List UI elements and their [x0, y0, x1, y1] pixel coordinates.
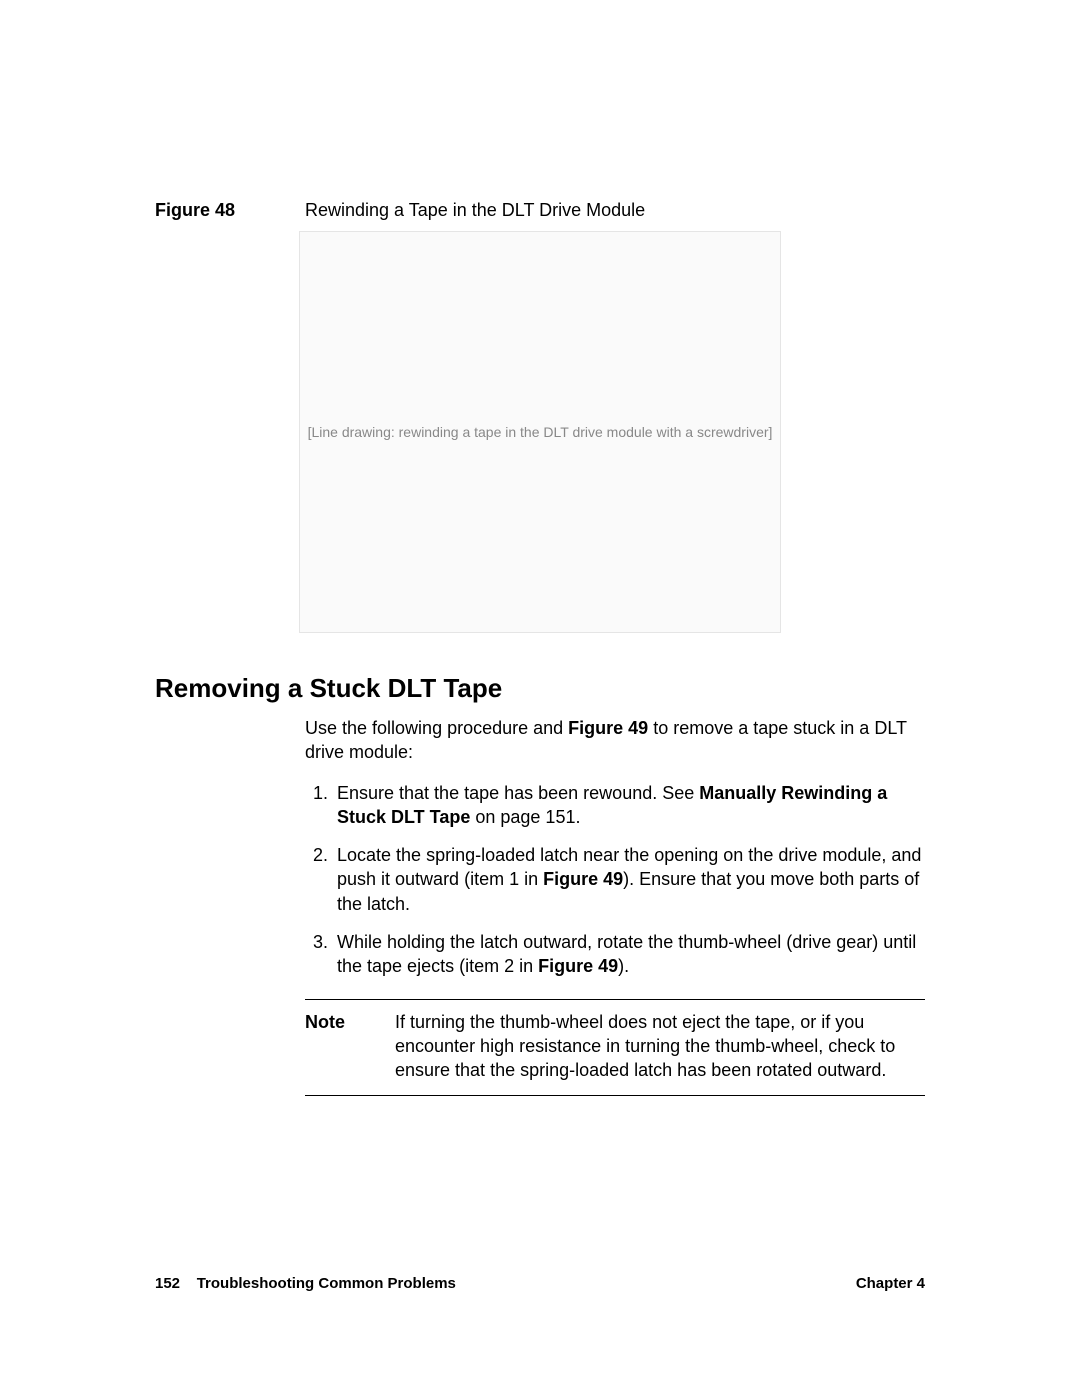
footer-left: 152 Troubleshooting Common Problems [155, 1275, 456, 1292]
step-1-pre: Ensure that the tape has been rewound. S… [337, 783, 699, 803]
footer-section-title: Troubleshooting Common Problems [197, 1275, 456, 1292]
footer-chapter: Chapter 4 [856, 1275, 925, 1292]
procedure-steps: Ensure that the tape has been rewound. S… [305, 781, 925, 979]
page-footer: 152 Troubleshooting Common Problems Chap… [155, 1275, 925, 1292]
intro-pre: Use the following procedure and [305, 718, 568, 738]
note-label: Note [305, 1010, 395, 1083]
figure-image-wrap: [Line drawing: rewinding a tape in the D… [155, 231, 925, 633]
figure-image-placeholder: [Line drawing: rewinding a tape in the D… [299, 231, 781, 633]
figure-label: Figure 48 [155, 200, 305, 221]
step-1: Ensure that the tape has been rewound. S… [333, 781, 925, 830]
note-block: Note If turning the thumb-wheel does not… [305, 999, 925, 1096]
note-text: If turning the thumb-wheel does not ejec… [395, 1010, 925, 1083]
page: Figure 48 Rewinding a Tape in the DLT Dr… [0, 0, 1080, 1397]
figure-caption-line: Figure 48 Rewinding a Tape in the DLT Dr… [155, 200, 925, 221]
figure-title: Rewinding a Tape in the DLT Drive Module [305, 200, 645, 221]
step-3: While holding the latch outward, rotate … [333, 930, 925, 979]
step-1-post: on page 151. [470, 807, 580, 827]
intro-paragraph: Use the following procedure and Figure 4… [305, 716, 925, 765]
section-heading: Removing a Stuck DLT Tape [155, 673, 925, 704]
step-3-post: ). [618, 956, 629, 976]
step-3-figure-ref: Figure 49 [538, 956, 618, 976]
footer-page-number: 152 [155, 1275, 180, 1292]
section-body: Use the following procedure and Figure 4… [305, 716, 925, 1096]
intro-figure-ref: Figure 49 [568, 718, 648, 738]
step-2: Locate the spring-loaded latch near the … [333, 843, 925, 916]
step-2-figure-ref: Figure 49 [543, 869, 623, 889]
